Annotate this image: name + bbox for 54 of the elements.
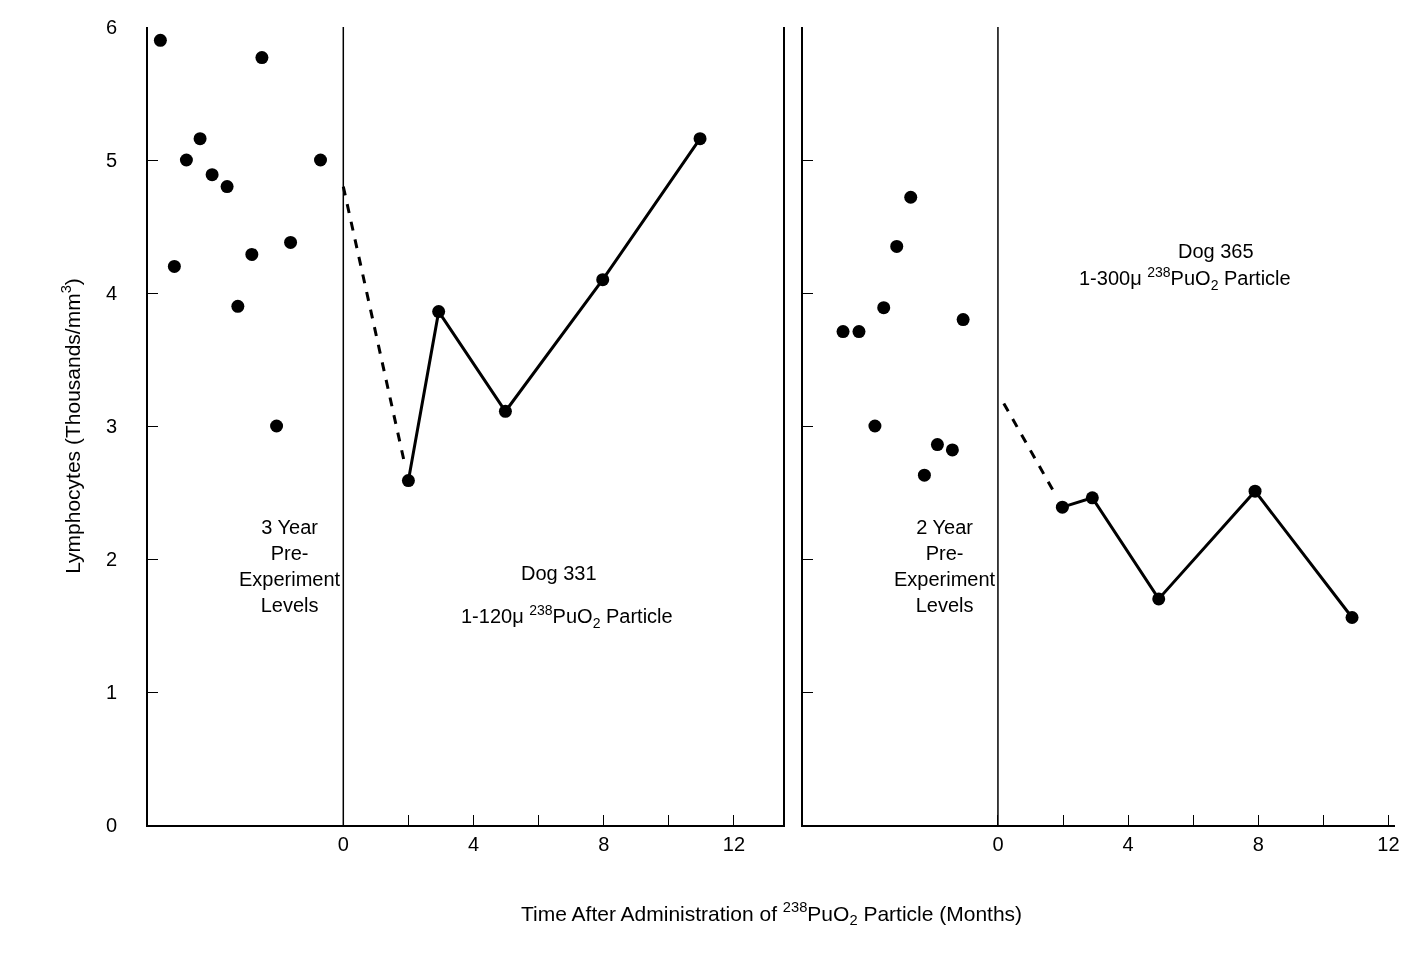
point — [255, 51, 269, 65]
point — [1345, 611, 1359, 625]
y-tick-label: 0 — [105, 814, 117, 836]
point — [693, 132, 707, 146]
point — [167, 259, 181, 273]
point — [836, 325, 850, 339]
x-tick-label: 12 — [722, 833, 746, 855]
point — [1152, 592, 1166, 606]
point — [231, 299, 245, 313]
point — [270, 419, 284, 433]
x-tick-label: 0 — [992, 833, 1004, 855]
point — [852, 325, 866, 339]
point — [193, 132, 207, 146]
point — [205, 168, 219, 182]
y-tick-label: 6 — [105, 16, 117, 38]
point — [868, 419, 882, 433]
point — [890, 239, 904, 253]
y-tick-label: 3 — [105, 415, 117, 437]
annotation: 1-120μ $^{238}$PuO$_{2}$ Particle — [461, 602, 673, 631]
y-tick-label: 5 — [105, 149, 117, 171]
point — [220, 180, 234, 194]
point — [917, 468, 931, 482]
annotation: Dog 365 — [1178, 240, 1254, 262]
x-tick-label: 4 — [467, 833, 480, 855]
annotation: 3 Year Pre- Experiment Levels — [239, 516, 341, 616]
x-tick-label: 8 — [598, 833, 610, 855]
point — [945, 443, 959, 457]
x-axis-title: Time After Administration of $^{238}$PuO$_{2}$ Particle (Months) — [521, 899, 1023, 929]
point — [401, 474, 415, 488]
point — [284, 235, 298, 249]
point — [179, 153, 193, 167]
point — [432, 305, 446, 319]
point — [956, 313, 970, 327]
point — [314, 153, 328, 167]
annotation: 2 Year Pre- Experiment Levels — [894, 516, 996, 616]
x-tick-label: 8 — [1252, 833, 1264, 855]
point — [596, 273, 610, 287]
y-tick-label: 4 — [105, 282, 117, 304]
point — [1085, 491, 1099, 505]
point — [498, 404, 512, 418]
annotation: Dog 331 — [521, 562, 597, 584]
y-tick-label: 1 — [105, 681, 117, 703]
point — [1055, 500, 1069, 514]
x-tick-label: 0 — [337, 833, 349, 855]
point — [1248, 484, 1262, 498]
annotation: 1-300μ $^{238}$PuO$_{2}$ Particle — [1079, 264, 1291, 293]
x-tick-label: 4 — [1122, 833, 1134, 855]
point — [904, 190, 918, 204]
x-tick-label: 12 — [1377, 833, 1400, 855]
point — [153, 33, 167, 47]
y-tick-label: 2 — [105, 548, 117, 570]
point — [930, 438, 944, 452]
point — [877, 301, 891, 315]
point — [245, 247, 259, 261]
